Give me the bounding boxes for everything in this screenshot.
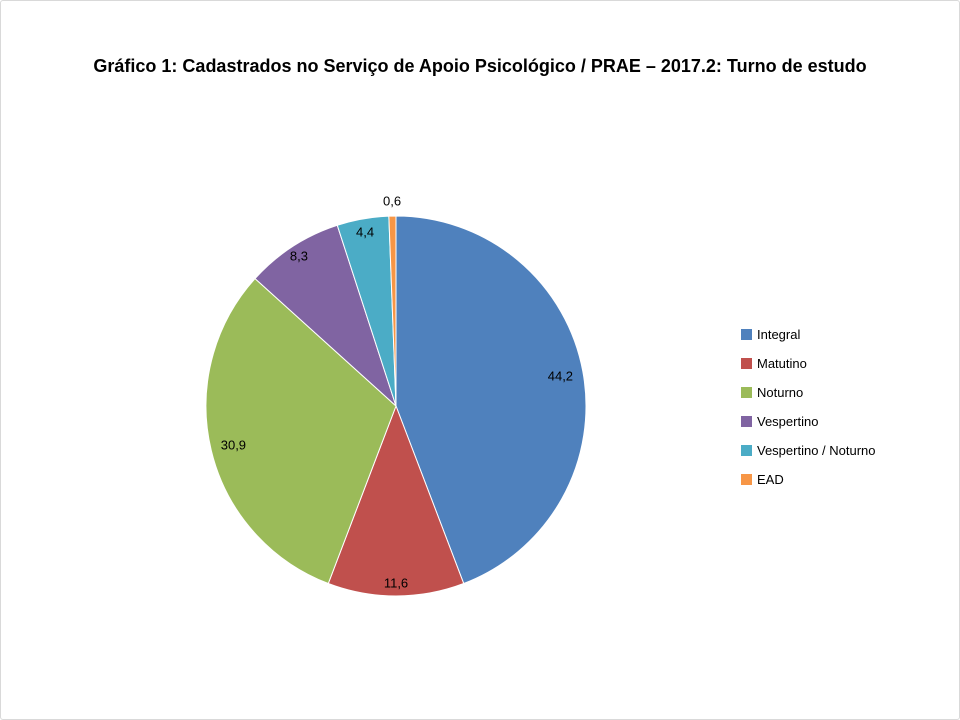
chart-title: Gráfico 1: Cadastrados no Serviço de Apo… [93,56,867,76]
legend-swatch-matutino [741,358,752,369]
slice-value-label-matutino: 11,6 [384,575,408,590]
legend-label-integral: Integral [757,327,801,342]
pie-slice-integral [395,215,587,585]
legend-swatch-vespertino-noturno [741,445,752,456]
legend-label-matutino: Matutino [757,356,807,371]
legend-swatch-vespertino [741,416,752,427]
slice-value-label-vespertino-noturno: 4,4 [356,225,374,240]
slice-value-label-integral: 44,2 [548,368,573,383]
slice-value-label-vespertino: 8,3 [290,249,308,264]
pie-slice-ead [388,215,397,407]
legend-item-noturno: Noturno [741,385,876,400]
pie-slice-matutino [327,405,465,597]
legend-swatch-ead [741,474,752,485]
legend-item-ead: EAD [741,472,876,487]
legend-item-vespertino: Vespertino [741,414,876,429]
legend-item-vespertino-noturno: Vespertino / Noturno [741,443,876,458]
legend-label-ead: EAD [757,472,784,487]
legend-item-integral: Integral [741,327,876,342]
legend-swatch-noturno [741,387,752,398]
legend-label-vespertino-noturno: Vespertino / Noturno [757,443,876,458]
pie-slice-vespertino [254,224,397,407]
legend: Integral Matutino Noturno Vespertino Vespert… [741,327,876,487]
legend-label-vespertino: Vespertino [757,414,819,429]
slice-value-label-noturno: 30,9 [221,438,246,453]
legend-item-matutino: Matutino [741,356,876,371]
legend-label-noturno: Noturno [757,385,804,400]
legend-swatch-integral [741,329,752,340]
slice-value-label-ead: 0,6 [383,193,401,208]
pie-slice-noturno [205,278,397,585]
